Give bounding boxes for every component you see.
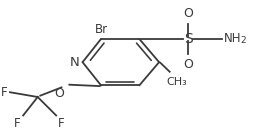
Text: CH₃: CH₃ [166,77,187,87]
Text: F: F [1,86,7,99]
Text: F: F [57,117,64,130]
Text: O: O [54,87,64,100]
Text: O: O [183,7,193,20]
Text: F: F [14,117,20,130]
Text: N: N [70,56,80,69]
Text: Br: Br [94,23,108,36]
Text: NH: NH [224,32,241,45]
Text: S: S [184,32,193,46]
Text: 2: 2 [240,36,246,45]
Text: O: O [183,58,193,71]
